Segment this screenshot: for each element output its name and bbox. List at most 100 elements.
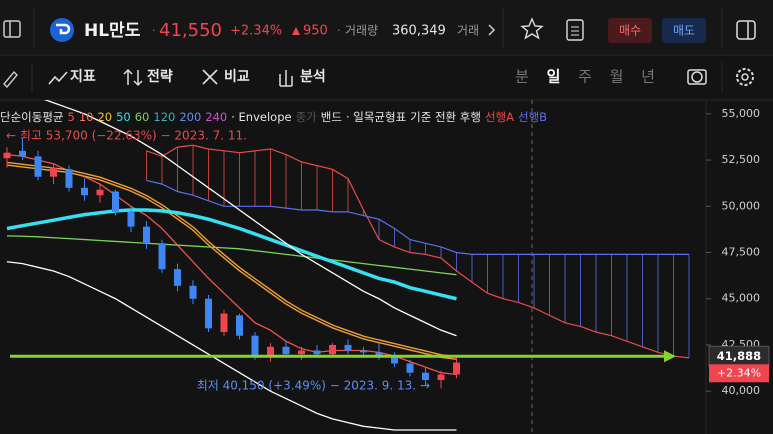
tool-button[interactable]: 지표 bbox=[70, 69, 96, 85]
candle-body bbox=[50, 167, 57, 177]
price: 41,550 bbox=[159, 20, 222, 41]
ma-line bbox=[6, 208, 457, 301]
candle-body bbox=[313, 350, 321, 355]
candle-body bbox=[453, 362, 460, 375]
span-b-line bbox=[146, 179, 689, 255]
candle-body bbox=[127, 211, 135, 227]
y-tick-label: 47,500 bbox=[722, 246, 761, 259]
ma-line bbox=[6, 161, 457, 360]
note-icon[interactable] bbox=[566, 19, 584, 41]
period-button[interactable]: 일 bbox=[547, 68, 561, 86]
candle-body bbox=[298, 350, 305, 355]
legend-item: 선행B bbox=[518, 110, 547, 124]
candle-body bbox=[143, 226, 150, 244]
candle-body bbox=[19, 150, 26, 157]
legend-item: 20 bbox=[97, 110, 112, 124]
candle-body bbox=[437, 374, 445, 381]
sidebar-icon[interactable] bbox=[3, 20, 21, 38]
sell-label: 매도 bbox=[673, 24, 695, 38]
volume: 360,349 bbox=[392, 24, 446, 39]
legend-item: 기준 전환 후행 bbox=[410, 110, 481, 124]
y-tick-label: 55,000 bbox=[722, 107, 761, 120]
tool-button[interactable]: 분석 bbox=[300, 69, 326, 85]
legend-item: · 일목균형표 bbox=[346, 110, 406, 124]
candle-body bbox=[174, 269, 181, 286]
y-tick-label: 50,000 bbox=[722, 199, 761, 212]
candle-body bbox=[3, 152, 11, 159]
stock-name: HL만도 bbox=[84, 21, 141, 41]
buy-button[interactable] bbox=[608, 18, 652, 43]
ma-line-inner bbox=[6, 163, 457, 359]
plot: ← 최고 53,700 (−22.63%) − 2023. 7. 11. 최저 4… bbox=[3, 100, 690, 431]
candle-body bbox=[236, 315, 243, 336]
volume-label-cut: 거래 bbox=[457, 24, 479, 38]
change: 950 bbox=[303, 24, 328, 39]
period-button[interactable]: 주 bbox=[578, 68, 592, 86]
candle-body bbox=[96, 189, 104, 196]
legend-item: 밴드 bbox=[321, 110, 342, 124]
price-badge-label: 41,888 bbox=[717, 349, 761, 363]
star-icon[interactable] bbox=[520, 17, 544, 40]
legend-item: 60 bbox=[135, 110, 150, 124]
candle-body bbox=[205, 298, 212, 329]
legend-item: 50 bbox=[116, 110, 131, 124]
ma-line bbox=[43, 100, 457, 337]
legend-item: 5 bbox=[67, 110, 74, 124]
settings-icon[interactable] bbox=[736, 68, 754, 86]
camera-icon[interactable] bbox=[687, 69, 707, 85]
candle-body bbox=[220, 313, 228, 333]
candle-body bbox=[65, 169, 73, 188]
candle-body bbox=[251, 335, 259, 357]
draw-icon[interactable] bbox=[3, 70, 18, 89]
span-a-line bbox=[146, 144, 690, 359]
candle-body bbox=[112, 191, 119, 212]
sell-button[interactable] bbox=[662, 18, 706, 43]
svg-text:·: · bbox=[152, 24, 156, 37]
candle-body bbox=[360, 350, 367, 353]
last-badge bbox=[709, 364, 769, 383]
legend-item: 단순이동평균 bbox=[0, 110, 63, 124]
tool-button[interactable]: 전략 bbox=[147, 68, 173, 85]
low-annotation: 최저 40,150 (+3.49%) − 2023. 9. 13. → bbox=[197, 379, 430, 393]
legend-item: 200 bbox=[179, 110, 201, 124]
candle-body bbox=[406, 363, 414, 373]
legend-item: 240 bbox=[205, 110, 227, 124]
buy-label: 매수 bbox=[619, 24, 641, 38]
period-button[interactable]: 분 bbox=[515, 68, 529, 86]
candle-body bbox=[282, 346, 290, 355]
change-pct: +2.34% bbox=[230, 24, 282, 39]
high-annotation: ← 최고 53,700 (−22.63%) − 2023. 7. 11. bbox=[6, 129, 247, 143]
more-arrow[interactable] bbox=[488, 24, 496, 36]
legend: 단순이동평균 5 10 20 50 60 120 200 240 · Envelope 종가 밴드 · … bbox=[0, 110, 547, 124]
tool-button[interactable]: 비교 bbox=[224, 69, 250, 85]
ma-line bbox=[6, 235, 457, 276]
candle-body bbox=[391, 356, 398, 364]
period-button[interactable]: 년 bbox=[641, 68, 655, 86]
legend-item: 선행A bbox=[485, 110, 514, 124]
candle-body bbox=[329, 344, 336, 355]
panel-icon[interactable] bbox=[736, 20, 756, 40]
last-badge-label: +2.34% bbox=[717, 366, 761, 379]
ma-line bbox=[6, 261, 457, 431]
y-tick-label: 45,000 bbox=[722, 292, 761, 305]
candle-body bbox=[81, 187, 88, 196]
period-button[interactable]: 월 bbox=[610, 68, 624, 86]
legend-item: 10 bbox=[79, 110, 94, 124]
y-tick-label: 52,500 bbox=[722, 153, 761, 166]
volume-label: 거래량 bbox=[345, 24, 378, 38]
candle-body bbox=[344, 344, 352, 351]
legend-item: 종가 bbox=[296, 110, 318, 124]
candle-body bbox=[34, 156, 42, 177]
y-tick-label: 40,000 bbox=[722, 384, 761, 397]
price-arrow bbox=[664, 350, 676, 363]
candle-body bbox=[189, 285, 197, 299]
svg-text:·: · bbox=[337, 24, 341, 37]
candle-body bbox=[422, 372, 429, 381]
candle-body bbox=[375, 352, 383, 357]
legend-item: · Envelope bbox=[231, 110, 291, 124]
candle-body bbox=[158, 243, 166, 270]
candle-body bbox=[267, 346, 274, 357]
legend-item: 120 bbox=[153, 110, 175, 124]
